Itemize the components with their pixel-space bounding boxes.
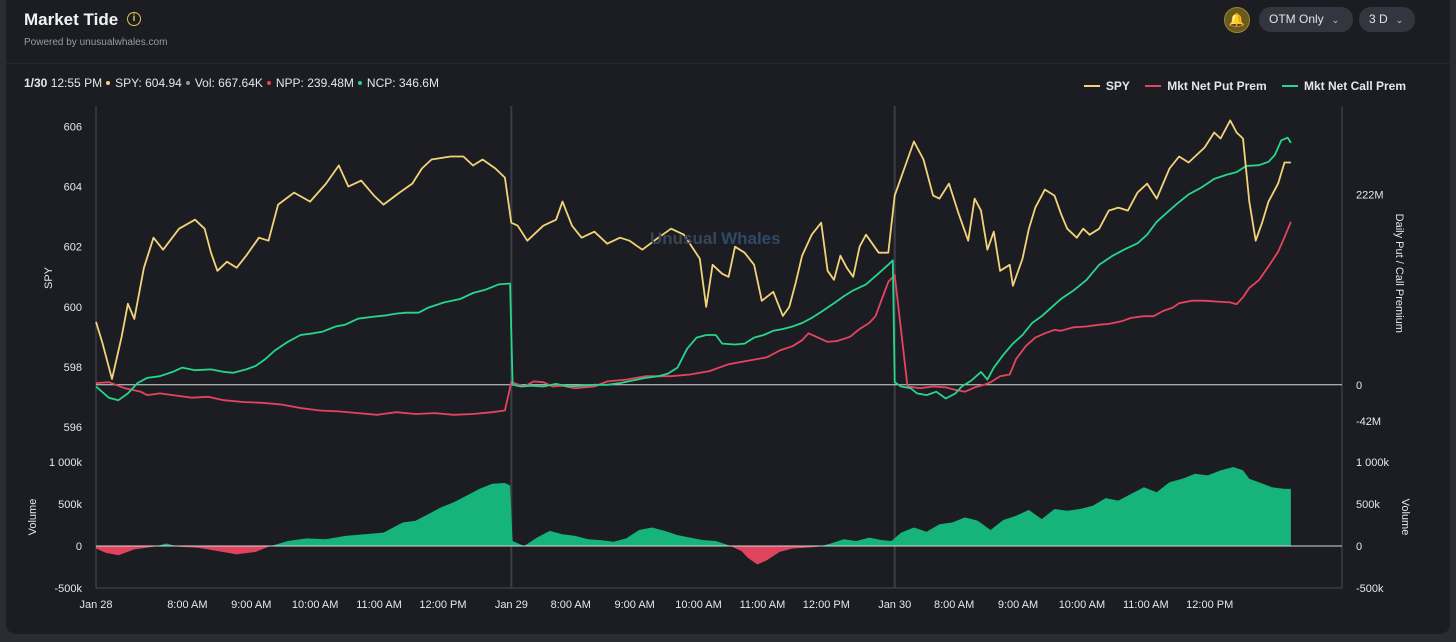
- premium-tick-label: 0: [1356, 380, 1362, 392]
- status-vol: Vol: 667.64K: [194, 76, 263, 90]
- legend-label: SPY: [1105, 79, 1130, 93]
- spy-tick-label: 600: [64, 302, 82, 314]
- x-tick-label: 12:00 PM: [1186, 599, 1233, 611]
- status-spy: SPY: 604.94: [115, 76, 182, 90]
- x-tick-label: 10:00 AM: [675, 599, 721, 611]
- x-tick-label: 11:00 AM: [740, 599, 786, 611]
- volume-positive-area[interactable]: [96, 467, 1291, 565]
- header-divider: [6, 63, 1450, 64]
- x-tick-label: 11:00 AM: [1123, 599, 1169, 611]
- volume-tick-label-right: 500k: [1356, 499, 1380, 511]
- x-tick-label: 12:00 PM: [803, 599, 850, 611]
- x-tick-label: 11:00 AM: [356, 599, 402, 611]
- watermark-text: Unusual Whales: [650, 229, 781, 248]
- spy-tick-label: 598: [64, 362, 82, 374]
- volume-tick-label-right: 0: [1356, 541, 1362, 553]
- x-tick-label: 9:00 AM: [231, 599, 271, 611]
- chevron-down-icon: ⌄: [1395, 15, 1404, 25]
- npp-dot-icon: [266, 80, 271, 85]
- watermark-word-2: Whales: [721, 229, 781, 248]
- x-tick-label: 10:00 AM: [292, 599, 338, 611]
- volume-tick-label-left: -500k: [54, 583, 82, 595]
- x-tick-label: 8:00 AM: [934, 599, 974, 611]
- spy-tick-label: 602: [64, 242, 82, 254]
- volume-axis-title-right: Volume: [1399, 499, 1411, 536]
- x-tick-label: 8:00 AM: [551, 599, 591, 611]
- x-tick-label: 8:00 AM: [167, 599, 207, 611]
- premium-tick-label: -42M: [1356, 416, 1381, 428]
- spy-tick-label: 596: [64, 422, 82, 434]
- legend-label: Mkt Net Put Prem: [1167, 79, 1267, 93]
- status-readout: 1/30 12:55 PM SPY: 604.94 Vol: 667.64K NPP:…: [24, 76, 439, 90]
- spy-tick-label: 604: [64, 182, 82, 194]
- volume-tick-label-left: 500k: [58, 499, 82, 511]
- page-title: Market Tide: [24, 10, 119, 29]
- x-tick-label: Jan 29: [495, 599, 528, 611]
- chevron-down-icon: ⌄: [1331, 15, 1340, 25]
- vol-dot-icon: [185, 80, 190, 85]
- ncp-dot-icon: [357, 80, 362, 85]
- spy-axis-title: SPY: [43, 266, 55, 289]
- otm-filter-label: OTM Only: [1269, 12, 1324, 26]
- call-premium-line[interactable]: [95, 136, 1292, 402]
- x-tick-label: 9:00 AM: [614, 599, 654, 611]
- bell-icon[interactable]: 🔔: [1224, 7, 1250, 33]
- legend-item-spy[interactable]: SPY: [1083, 79, 1130, 93]
- legend-swatch: [1083, 85, 1100, 87]
- status-npp: NPP: 239.48M: [275, 76, 354, 90]
- range-dropdown[interactable]: 3 D ⌄: [1359, 7, 1415, 32]
- range-label: 3 D: [1369, 12, 1388, 26]
- legend-swatch: [1145, 85, 1162, 87]
- otm-filter-dropdown[interactable]: OTM Only ⌄: [1259, 7, 1353, 32]
- legend-swatch: [1281, 85, 1298, 87]
- volume-tick-label-right: 1 000k: [1356, 457, 1390, 469]
- spy-price-line[interactable]: [95, 119, 1291, 380]
- x-tick-label: Jan 28: [79, 599, 112, 611]
- x-tick-label: 9:00 AM: [998, 599, 1038, 611]
- status-date: 1/30: [24, 76, 48, 90]
- put-premium-line[interactable]: [95, 221, 1292, 416]
- legend-label: Mkt Net Call Prem: [1303, 79, 1406, 93]
- volume-axis-title-left: Volume: [27, 499, 39, 536]
- volume-tick-label-left: 1 000k: [49, 457, 83, 469]
- powered-by-text: Powered by unusualwhales.com: [24, 37, 168, 48]
- market-tide-panel: Market Tide i Powered by unusualwhales.c…: [6, 0, 1450, 634]
- chart-legend: SPY Mkt Net Put Prem Mkt Net Call Prem: [1072, 76, 1406, 93]
- volume-tick-label-left: 0: [76, 541, 82, 553]
- info-icon[interactable]: i: [127, 12, 141, 26]
- x-tick-label: 10:00 AM: [1059, 599, 1105, 611]
- status-ncp: NCP: 346.6M: [366, 76, 439, 90]
- status-time: 12:55 PM: [50, 76, 103, 90]
- x-tick-label: 12:00 PM: [419, 599, 466, 611]
- x-tick-label: Jan 30: [878, 599, 911, 611]
- legend-item-call[interactable]: Mkt Net Call Prem: [1281, 79, 1406, 93]
- volume-negative-area[interactable]: [96, 467, 1291, 565]
- spy-tick-label: 606: [64, 121, 82, 133]
- premium-axis-title: Daily Put / Call Premium: [1393, 214, 1405, 333]
- volume-tick-label-right: -500k: [1356, 583, 1384, 595]
- legend-item-put[interactable]: Mkt Net Put Prem: [1145, 79, 1267, 93]
- spy-dot-icon: [106, 80, 111, 85]
- premium-tick-label: 222M: [1356, 189, 1384, 201]
- watermark-word-1: Unusual: [650, 229, 717, 248]
